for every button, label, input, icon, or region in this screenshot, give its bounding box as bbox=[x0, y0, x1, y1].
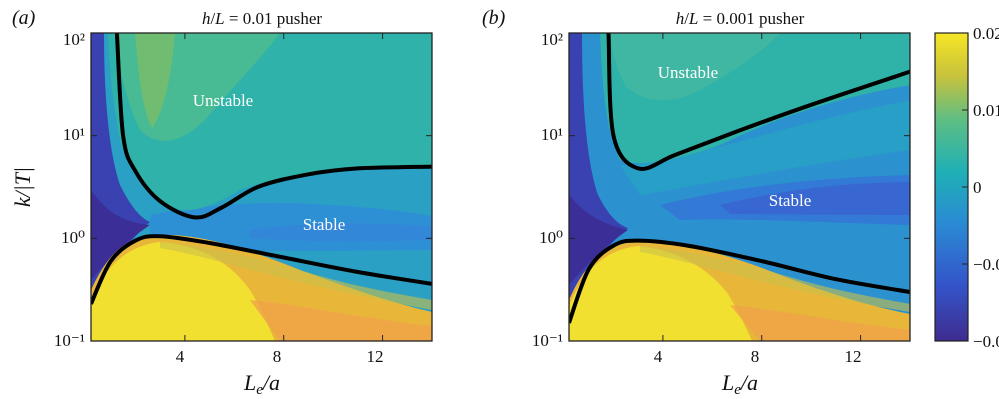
colorbar-tick-label: −0.02 bbox=[973, 332, 999, 351]
panel-a-ytick-label: 10⁻¹ bbox=[54, 331, 85, 350]
panel-a-stability-boundary-lower bbox=[91, 234, 432, 305]
panel-a-label: (a) bbox=[12, 7, 36, 29]
colorbar-tick-label: 0 bbox=[973, 178, 982, 197]
panel-b-stability-boundary-lower bbox=[569, 238, 910, 324]
panel-a-frame bbox=[90, 32, 433, 342]
panel-b-xlabel: Le/a bbox=[721, 370, 758, 398]
panel-a-tick-marks bbox=[91, 32, 432, 342]
panel-b-ytick-label: 10⁰ bbox=[539, 228, 563, 247]
colorbar-tick-label: 0.01 bbox=[973, 101, 999, 120]
panel-b-xtick-label: 12 bbox=[845, 347, 862, 366]
panel-a-xtick-label: 4 bbox=[176, 347, 185, 366]
colorbar-tick-label: 0.02 bbox=[973, 24, 999, 43]
panel-a-xtick-label: 12 bbox=[367, 347, 384, 366]
panel-b-frame bbox=[568, 32, 911, 342]
panel-b-xlabel-rest: /a bbox=[739, 370, 758, 395]
panel-a-ytick-label: 10⁰ bbox=[61, 228, 85, 247]
panel-a-title: h/L = 0.01 pusher bbox=[202, 9, 322, 28]
panel-a-title-var1: h bbox=[202, 9, 211, 28]
panel-b-title-var2: L bbox=[688, 9, 698, 28]
panel-a-xlabel-sub: e bbox=[256, 382, 263, 398]
panel-b-xtick-label: 4 bbox=[654, 347, 663, 366]
panel-b-stability-boundary-upper bbox=[606, 33, 910, 171]
panel-b-tick-marks bbox=[569, 32, 910, 342]
panel-b: (b) h/L = 0.001 pusher 10² 10¹ 10⁰ 10⁻¹ … bbox=[482, 7, 911, 398]
panel-a-xlabel-rest: /a bbox=[261, 370, 280, 395]
panel-a-unstable-label: Unstable bbox=[193, 91, 253, 110]
colorbar-tick-label: −0.01 bbox=[973, 255, 999, 274]
colorbar: 0.02 0.01 0 −0.01 −0.02 bbox=[934, 24, 999, 351]
panel-a-title-rest: = 0.01 pusher bbox=[225, 9, 323, 28]
panel-a-ytick-label: 10² bbox=[63, 30, 85, 49]
panel-b-ytick-label: 10¹ bbox=[541, 125, 563, 144]
panel-a-xlabel: Le/a bbox=[243, 370, 280, 398]
panel-b-title-rest: = 0.001 pusher bbox=[698, 9, 804, 28]
panel-b-title: h/L = 0.001 pusher bbox=[676, 9, 805, 28]
panel-a-ytick-label: 10¹ bbox=[63, 125, 85, 144]
panel-b-stable-label: Stable bbox=[769, 191, 812, 210]
colorbar-ticks: 0.02 0.01 0 −0.01 −0.02 bbox=[962, 24, 999, 351]
panel-a-title-var2: L bbox=[214, 9, 224, 28]
panel-b-unstable-label: Unstable bbox=[658, 63, 718, 82]
panel-a-xlabel-main: L bbox=[243, 370, 256, 395]
panel-b-ytick-label: 10² bbox=[541, 30, 563, 49]
panel-a-stability-boundary-upper bbox=[114, 33, 432, 220]
panel-a-stable-label: Stable bbox=[303, 215, 346, 234]
panel-b-title-var1: h bbox=[676, 9, 685, 28]
panel-b-xlabel-main: L bbox=[721, 370, 734, 395]
panel-a-xtick-label: 8 bbox=[273, 347, 282, 366]
panel-a: (a) h/L = 0.01 pusher 10² 10¹ 10⁰ 10⁻¹ 4… bbox=[10, 7, 433, 398]
panel-b-xlabel-sub: e bbox=[734, 382, 741, 398]
panel-b-xtick-label: 8 bbox=[751, 347, 760, 366]
panel-a-ylabel: k/|T| bbox=[10, 167, 35, 207]
panel-b-label: (b) bbox=[482, 7, 506, 29]
panel-a-field bbox=[91, 33, 432, 341]
panel-b-field bbox=[569, 33, 910, 341]
panel-b-ytick-label: 10⁻¹ bbox=[532, 331, 563, 350]
